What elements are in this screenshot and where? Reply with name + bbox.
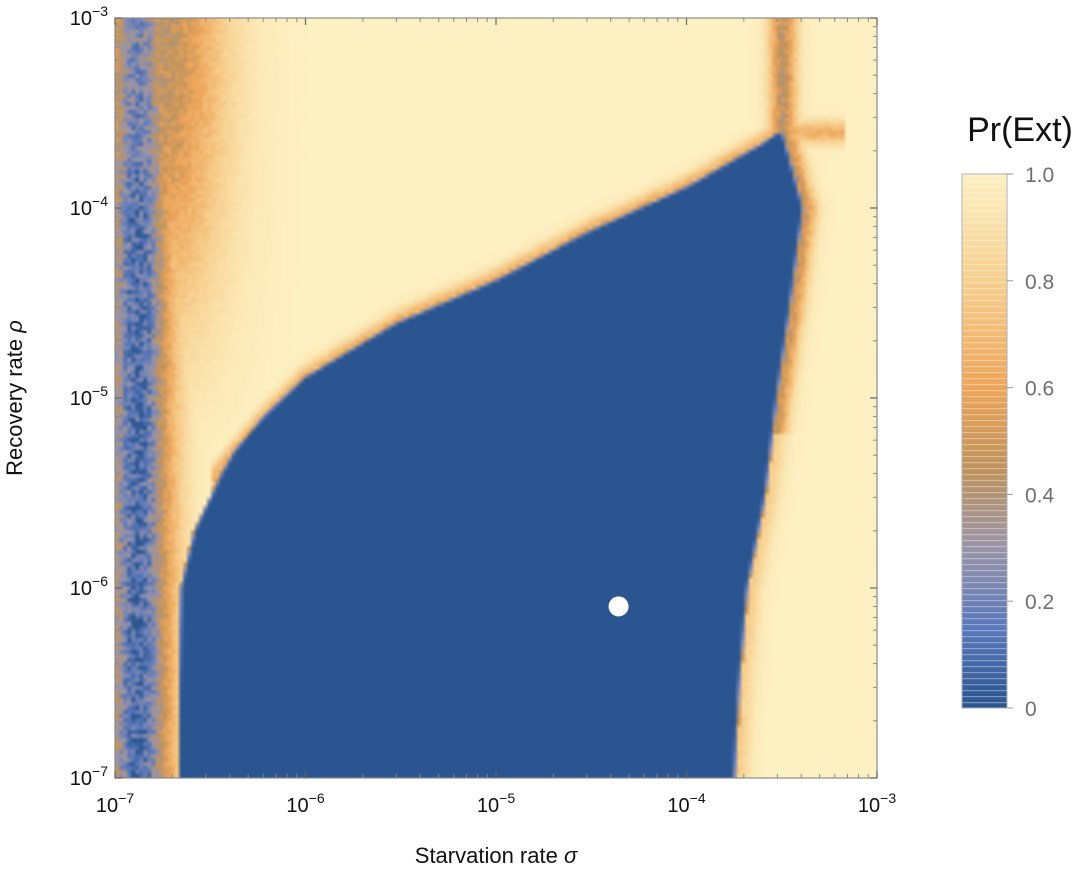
colorbar-tick-label: 1.0 bbox=[1025, 164, 1054, 187]
y-tick-label: 10−3 bbox=[70, 3, 108, 30]
colorbar-frame bbox=[961, 173, 1008, 709]
x-tick-label: 10−7 bbox=[96, 790, 134, 817]
colorbar-stripes bbox=[962, 174, 1007, 708]
y-axis: 10−7 10−6 10−5 10−4 10−3 bbox=[70, 3, 877, 790]
x-axis-title: Starvation rate σ bbox=[415, 843, 578, 868]
x-tick-label: 10−4 bbox=[667, 790, 705, 817]
y-tick-label: 10−6 bbox=[70, 573, 108, 600]
colorbar-tick-label: 0.8 bbox=[1025, 271, 1054, 294]
colorbar-tick-label: 0 bbox=[1025, 698, 1037, 721]
x-axis: 10−7 10−6 10−5 10−4 10−3 bbox=[96, 18, 896, 817]
colorbar-tick-label: 0.4 bbox=[1025, 484, 1055, 507]
x-tick-label: 10−6 bbox=[286, 790, 324, 817]
extinction-heatmap bbox=[115, 18, 877, 778]
plot-area bbox=[114, 17, 878, 779]
colorbar-tick-label: 0.2 bbox=[1025, 591, 1054, 614]
y-tick-label: 10−4 bbox=[70, 193, 108, 220]
y-tick-label: 10−5 bbox=[70, 383, 108, 410]
parameter-marker bbox=[608, 596, 629, 617]
colorbar-tick-label: 0.6 bbox=[1025, 378, 1054, 401]
colorbar-title: Pr(Ext) bbox=[967, 111, 1073, 149]
x-tick-label: 10−5 bbox=[477, 790, 515, 817]
colorbar: Pr(Ext) 0 0.2 0.4 0.6 0.8 1.0 bbox=[961, 111, 1073, 721]
x-tick-label: 10−3 bbox=[858, 790, 896, 817]
y-tick-label: 10−7 bbox=[70, 763, 108, 790]
y-axis-title: Recovery rate ρ bbox=[2, 320, 27, 476]
